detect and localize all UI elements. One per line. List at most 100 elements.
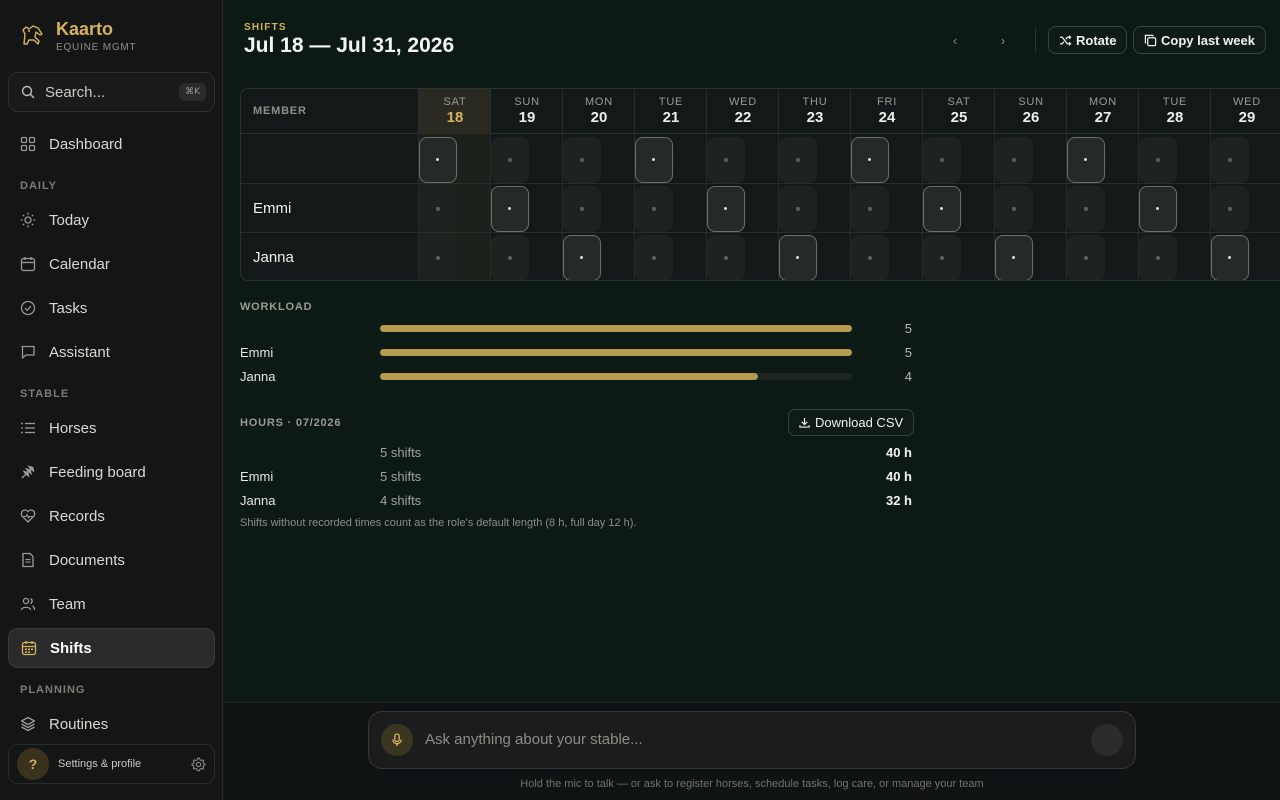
- day-header: WED 22: [707, 89, 779, 134]
- settings-profile-button[interactable]: ? Settings & profile: [8, 744, 215, 784]
- main-content: SHIFTS Jul 18 — Jul 31, 2026 ‹ › Rotate …: [224, 0, 1280, 702]
- sidebar-item-documents[interactable]: Documents: [8, 540, 215, 580]
- workload-bar: [380, 373, 852, 380]
- day-header: FRI 24: [851, 89, 923, 134]
- sun-icon: [20, 212, 36, 228]
- shift-cell-assigned[interactable]: [779, 235, 817, 280]
- sidebar-item-calendar[interactable]: Calendar: [8, 244, 215, 284]
- shift-cell[interactable]: [419, 235, 457, 280]
- shift-cell[interactable]: [1139, 137, 1177, 183]
- shift-cell-assigned[interactable]: [995, 235, 1033, 280]
- day-header: SAT 18: [419, 89, 491, 134]
- wheat-icon: [21, 465, 35, 479]
- send-button[interactable]: [1091, 724, 1123, 756]
- calendar-grid-icon: [21, 641, 37, 656]
- day-number: 23: [806, 109, 824, 126]
- shift-cell[interactable]: [491, 137, 529, 183]
- shift-cell-assigned[interactable]: [563, 235, 601, 280]
- horse-logo-icon: [22, 25, 43, 45]
- copy-last-week-button[interactable]: Copy last week: [1133, 26, 1266, 54]
- shift-cell-assigned[interactable]: [419, 137, 457, 183]
- download-csv-button[interactable]: Download CSV: [788, 409, 915, 436]
- sidebar-item-tasks[interactable]: Tasks: [8, 288, 215, 328]
- mic-button[interactable]: [381, 724, 413, 756]
- workload-bar-fill: [380, 349, 852, 356]
- shift-cell[interactable]: [995, 137, 1033, 183]
- shift-cell-assigned[interactable]: [851, 137, 889, 183]
- search-input[interactable]: Search... ⌘K: [8, 72, 215, 112]
- shift-cell-assigned[interactable]: [635, 137, 673, 183]
- sidebar-item-feeding-board[interactable]: Feeding board: [8, 452, 215, 492]
- sidebar-item-team[interactable]: Team: [8, 584, 215, 624]
- shift-cell[interactable]: [779, 186, 817, 232]
- sidebar-item-label: Today: [49, 211, 90, 229]
- day-header: WED 29: [1211, 89, 1280, 134]
- shift-cell[interactable]: [923, 137, 961, 183]
- sidebar-item-label: Routines: [49, 715, 109, 733]
- grid-header: MEMBER: [241, 89, 1280, 134]
- day-number: 22: [734, 109, 752, 126]
- shift-cell[interactable]: [995, 186, 1033, 232]
- day-column: WED 22: [706, 89, 779, 280]
- sidebar-item-label: Team: [49, 595, 86, 613]
- sidebar-item-horses[interactable]: Horses: [8, 408, 215, 448]
- shift-cell[interactable]: [419, 186, 457, 232]
- assistant-hint: Hold the mic to talk — or ask to registe…: [520, 778, 984, 790]
- shift-cell-assigned[interactable]: [707, 186, 745, 232]
- shift-cell[interactable]: [1067, 235, 1105, 280]
- shift-cell-assigned[interactable]: [1211, 235, 1249, 280]
- shift-cell[interactable]: [1139, 235, 1177, 280]
- shift-cell[interactable]: [563, 186, 601, 232]
- shift-cell[interactable]: [635, 235, 673, 280]
- shift-cell[interactable]: [923, 235, 961, 280]
- day-of-week: SUN: [514, 96, 540, 108]
- day-number: 29: [1238, 109, 1256, 126]
- layers-icon: [20, 716, 36, 732]
- sidebar-item-label: Documents: [49, 551, 125, 569]
- shift-cell[interactable]: [1211, 137, 1249, 183]
- workload-count: 4: [904, 369, 912, 384]
- assistant-input[interactable]: Ask anything about your stable...: [368, 711, 1136, 769]
- shift-cell[interactable]: [707, 137, 745, 183]
- day-number: 18: [446, 109, 464, 126]
- shift-cell[interactable]: [851, 235, 889, 280]
- shift-cell[interactable]: [635, 186, 673, 232]
- brand[interactable]: Kaarto EQUINE MGMT: [20, 18, 136, 53]
- hours-total: 32 h: [885, 493, 912, 508]
- hours-label: HOURS · 07/2026: [240, 417, 342, 429]
- previous-period-button[interactable]: ‹: [952, 32, 958, 48]
- chat-icon: [21, 345, 35, 359]
- shift-cell[interactable]: [563, 137, 601, 183]
- sidebar-item-today[interactable]: Today: [8, 200, 215, 240]
- sidebar-item-records[interactable]: Records: [8, 496, 215, 536]
- shift-cell[interactable]: [851, 186, 889, 232]
- day-column: TUE 21: [634, 89, 706, 280]
- brand-name: Kaarto: [56, 19, 114, 39]
- sidebar-item-routines[interactable]: Routines: [8, 704, 215, 744]
- sidebar-item-assistant[interactable]: Assistant: [8, 332, 215, 372]
- shift-cell[interactable]: [707, 235, 745, 280]
- day-of-week: SAT: [443, 96, 467, 108]
- download-csv-label: Download CSV: [815, 415, 904, 430]
- check-circle-icon: [20, 300, 36, 316]
- sidebar-item-dashboard[interactable]: Dashboard: [8, 124, 215, 164]
- shift-cell[interactable]: [1067, 186, 1105, 232]
- gear-icon[interactable]: [191, 757, 206, 772]
- rotate-button[interactable]: Rotate: [1048, 26, 1128, 54]
- day-column: SUN 26: [994, 89, 1066, 280]
- day-column: SUN 19: [490, 89, 562, 280]
- users-icon: [20, 597, 36, 611]
- copy-last-week-label: Copy last week: [1161, 32, 1255, 48]
- shift-cell-assigned[interactable]: [491, 186, 529, 232]
- shift-cell[interactable]: [491, 235, 529, 280]
- settings-label: Settings & profile: [58, 758, 142, 770]
- shift-cell-assigned[interactable]: [1139, 186, 1177, 232]
- shift-cell-assigned[interactable]: [923, 186, 961, 232]
- sidebar-item-shifts[interactable]: Shifts: [8, 628, 215, 668]
- shift-cell[interactable]: [779, 137, 817, 183]
- day-of-week: SAT: [947, 96, 971, 108]
- shift-cell-assigned[interactable]: [1067, 137, 1105, 183]
- next-period-button[interactable]: ›: [1000, 32, 1006, 48]
- shift-cell[interactable]: [1211, 186, 1249, 232]
- search-shortcut: ⌘K: [179, 83, 206, 101]
